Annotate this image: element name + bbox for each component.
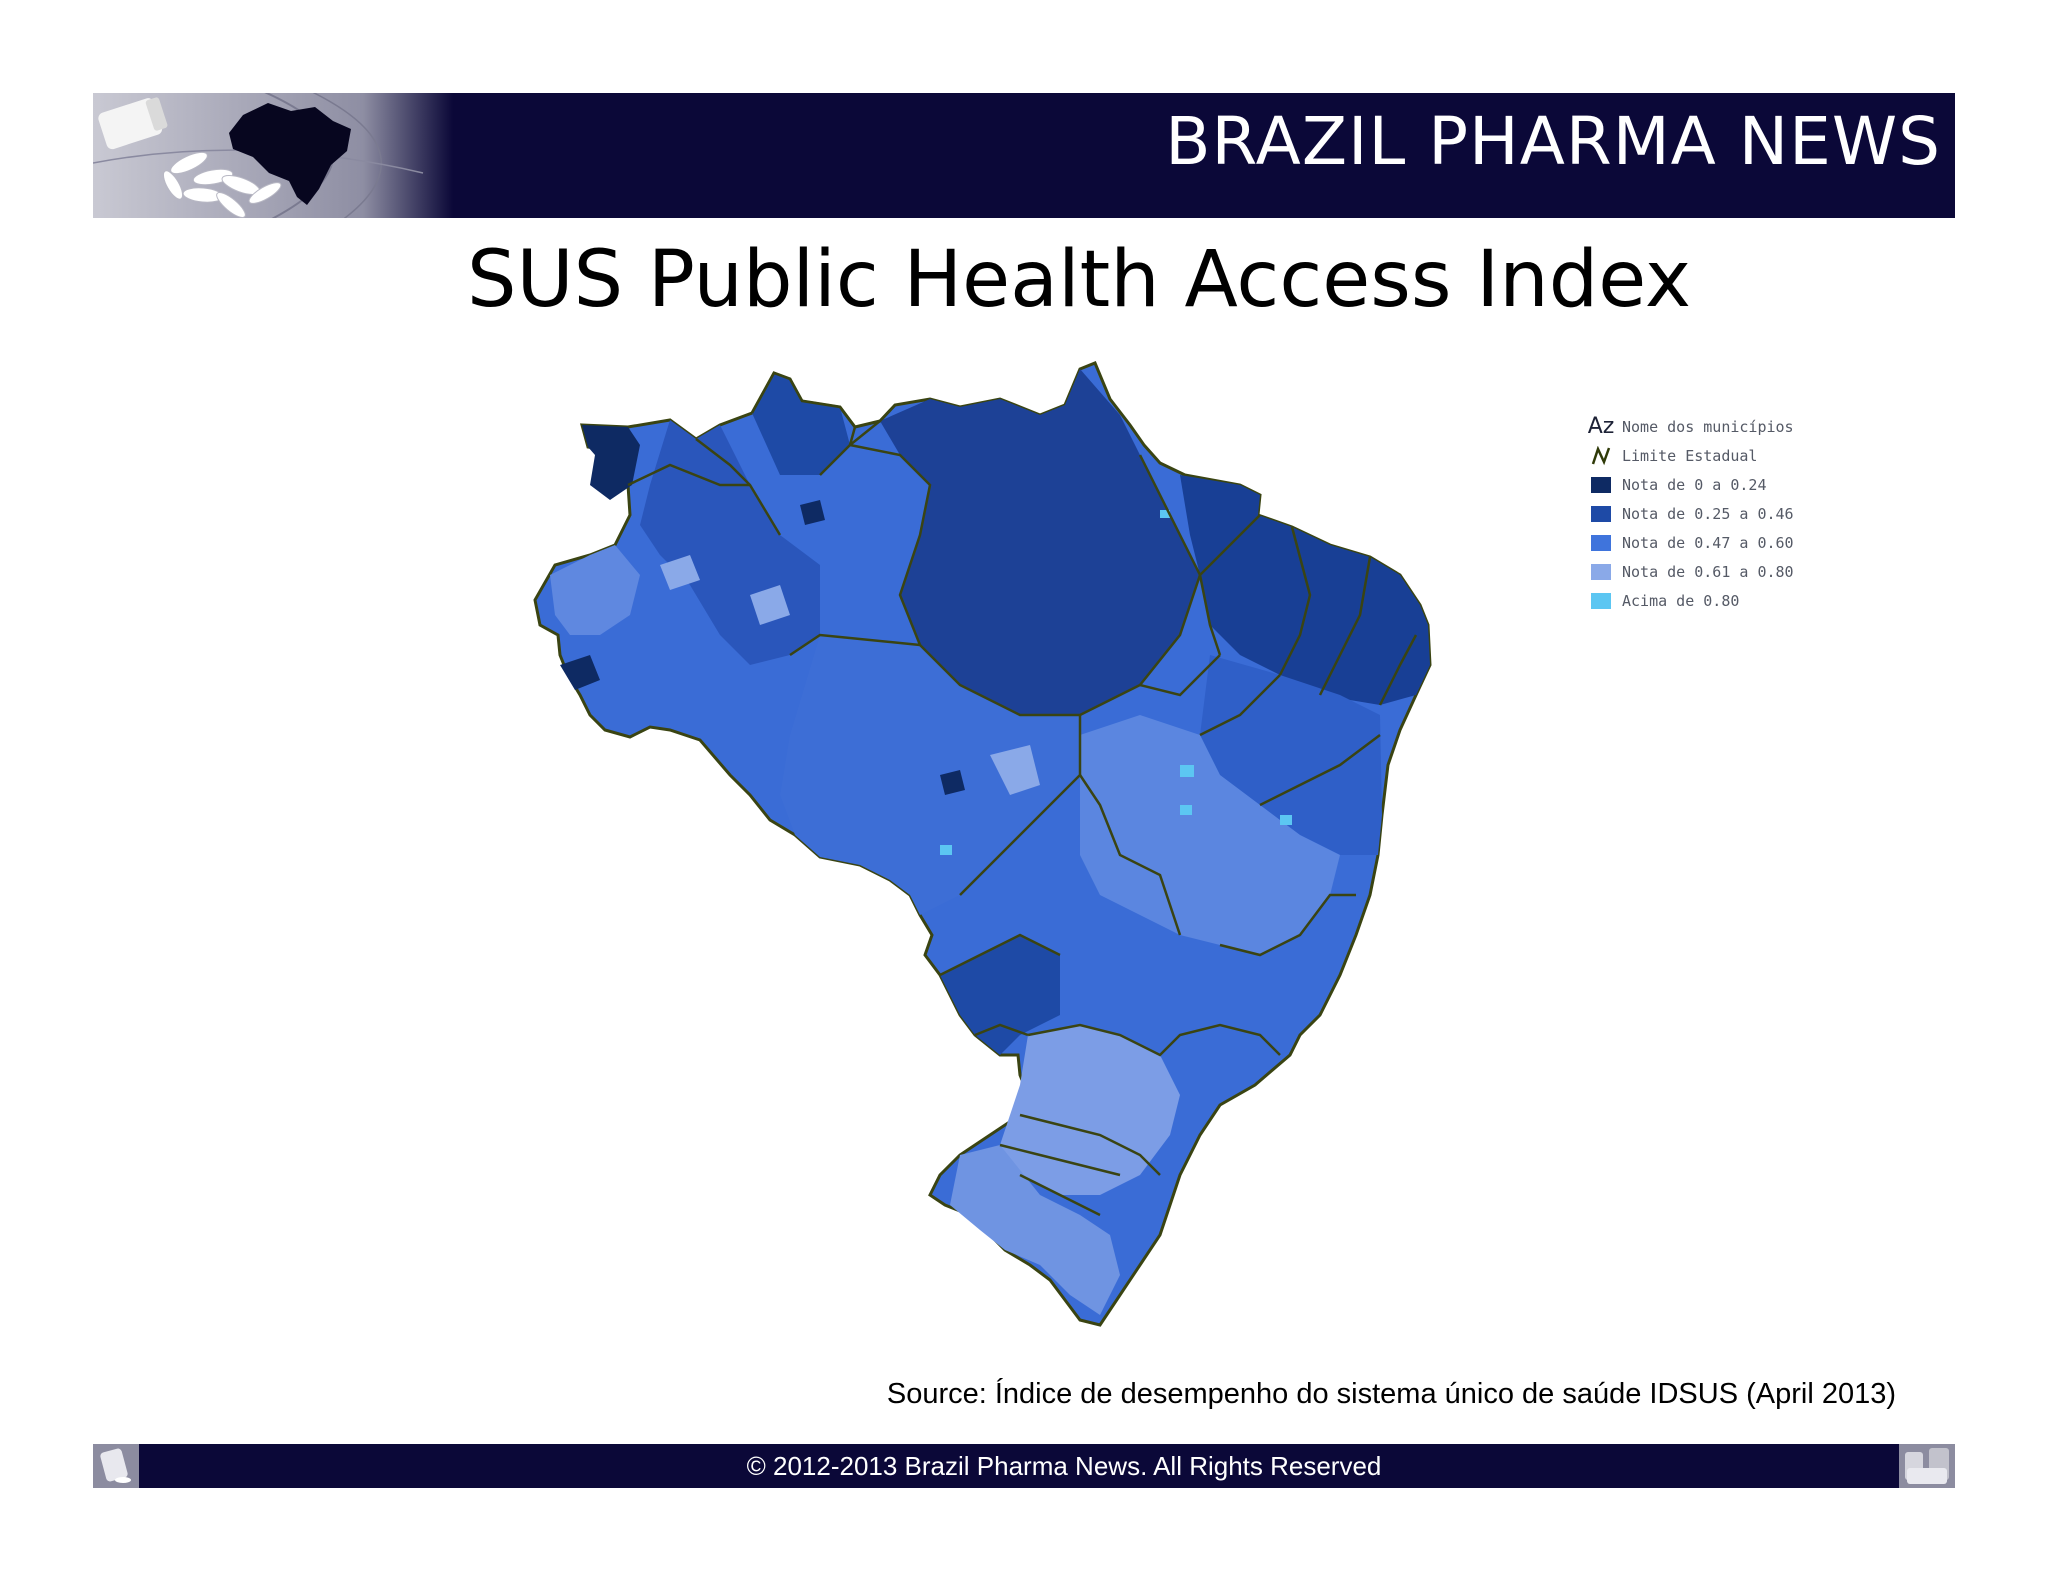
legend-swatch: [1591, 505, 1611, 522]
legend-swatch: [1591, 476, 1611, 493]
state-boundary-line-icon: [1588, 445, 1614, 466]
az-text-icon: Az: [1587, 414, 1615, 439]
slide-title: SUS Public Health Access Index: [466, 235, 1691, 325]
legend-item-score-above-080: Acima de 0.80: [1588, 586, 1888, 615]
legend-label: Nota de 0 a 0.24: [1622, 475, 1767, 494]
brazil-map: [533, 361, 1432, 1327]
header-logo-art: [93, 93, 453, 218]
legend-swatch: [1591, 534, 1611, 551]
copyright-notice: © 2012-2013 Brazil Pharma News. All Righ…: [746, 1451, 1382, 1481]
legend-label: Acima de 0.80: [1622, 591, 1740, 610]
legend-label: Nota de 0.61 a 0.80: [1622, 562, 1794, 581]
legend-label: Limite Estadual: [1622, 446, 1758, 465]
legend-label: Nome dos municípios: [1622, 417, 1794, 436]
header-banner: BRAZIL PHARMA NEWS: [93, 93, 1955, 218]
map-legend: Az Nome dos municípios Limite Estadual N…: [1588, 412, 1888, 615]
region-patches: [550, 369, 1430, 1315]
legend-label: Nota de 0.47 a 0.60: [1622, 533, 1794, 552]
legend-item-score-061-080: Nota de 0.61 a 0.80: [1588, 557, 1888, 586]
source-citation: Source: Índice de desempenho do sistema …: [886, 1378, 1896, 1410]
legend-item-score-0-024: Nota de 0 a 0.24: [1588, 470, 1888, 499]
legend-item-municipality-names: Az Nome dos municípios: [1588, 412, 1888, 441]
brand-title: BRAZIL PHARMA NEWS: [1165, 103, 1941, 180]
pill-bottle-icon: [93, 1444, 139, 1488]
legend-label: Nota de 0.25 a 0.46: [1622, 504, 1794, 523]
legend-swatch: [1591, 563, 1611, 580]
state-borders: [627, 371, 1418, 1217]
legend-item-score-025-046: Nota de 0.25 a 0.46: [1588, 499, 1888, 528]
legend-item-score-047-060: Nota de 0.47 a 0.60: [1588, 528, 1888, 557]
pills-icon: [162, 151, 282, 218]
legend-item-state-boundary: Limite Estadual: [1588, 441, 1888, 470]
pill-bottle-icon: [98, 97, 168, 150]
medicine-jars-icon: [1899, 1444, 1955, 1488]
choropleth-map: [520, 335, 1520, 1335]
footer-banner: © 2012-2013 Brazil Pharma News. All Righ…: [93, 1444, 1955, 1488]
brazil-silhouette-icon: [229, 103, 351, 205]
legend-swatch: [1591, 592, 1611, 609]
